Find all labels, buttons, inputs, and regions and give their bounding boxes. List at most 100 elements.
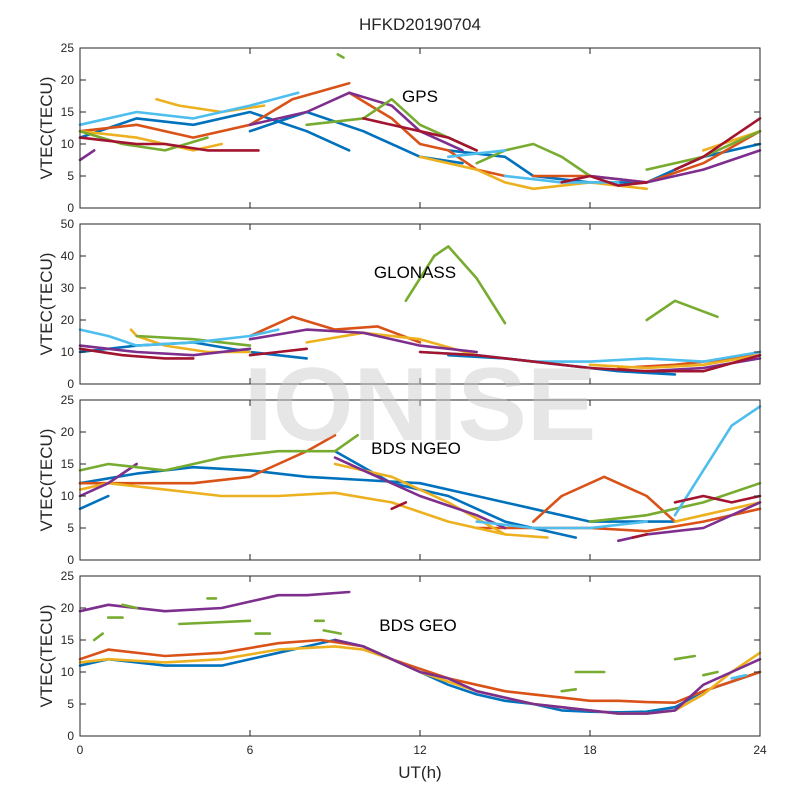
y-tick-label-bds-ngeo-25: 25	[61, 393, 75, 407]
series-line-gps-16	[475, 142, 592, 178]
series-line-glonass-9	[248, 328, 479, 354]
series-line-glonass-6	[305, 331, 479, 357]
series-line-bds-geo-4	[78, 590, 351, 613]
series-line-bds-ngeo-15	[673, 405, 762, 517]
y-tick-label-bds-geo-25: 25	[61, 569, 75, 583]
series-line-glonass-8	[78, 344, 252, 357]
y-tick-label-bds-ngeo-10: 10	[61, 489, 75, 503]
y-axis-label-glonass: VTEC(TECU)	[37, 253, 56, 356]
series-line-glonass-18	[418, 350, 762, 373]
series-line-gps-23	[361, 117, 479, 152]
series-line-gps-20	[446, 149, 507, 159]
series-line-bds-ngeo-13	[78, 433, 360, 472]
x-tick-label-24: 24	[753, 743, 767, 757]
y-tick-label-gps-5: 5	[67, 169, 74, 183]
series-line-gps-14	[78, 129, 209, 152]
series-line-gps-22	[78, 136, 260, 152]
series-line-bds-ngeo-11	[333, 456, 507, 530]
series-line-gps-4	[78, 81, 351, 139]
series-line-bds-ngeo-7	[78, 481, 549, 539]
series-line-gps-1	[78, 110, 351, 152]
series-line-bds-geo-16	[673, 654, 697, 661]
y-tick-label-bds-ngeo-5: 5	[67, 521, 74, 535]
series-line-bds-geo-17	[701, 670, 719, 677]
series-line-bds-ngeo-1	[78, 494, 110, 511]
series-line-glonass-11	[404, 245, 507, 325]
y-tick-label-bds-ngeo-0: 0	[67, 553, 74, 567]
series-line-gps-21	[503, 174, 620, 184]
series-line-bds-geo-2	[78, 638, 762, 705]
series-line-gps-25	[673, 117, 762, 171]
series-line-bds-ngeo-9	[673, 501, 762, 523]
plot-area-bds-geo	[80, 576, 760, 736]
series-line-bds-ngeo-19	[631, 533, 649, 539]
y-tick-label-glonass-50: 50	[61, 217, 75, 231]
y-axis-label-bds-ngeo: VTEC(TECU)	[37, 429, 56, 532]
plot-area-gps	[80, 48, 760, 208]
x-tick-label-18: 18	[583, 743, 597, 757]
panel-bds-geo: 0 5 10 15 20 25 0 6 12 18 24 VTEC(TECU) BDS GEO	[37, 569, 767, 757]
y-tick-label-bds-ngeo-15: 15	[61, 457, 75, 471]
series-line-bds-geo-13	[322, 629, 343, 635]
x-axis-label: UT(h)	[398, 763, 441, 782]
series-line-bds-geo-5	[333, 638, 762, 715]
y-tick-label-gps-20: 20	[61, 73, 75, 87]
series-line-gps-12	[248, 91, 464, 152]
series-line-glonass-16	[78, 347, 195, 360]
y-axis-label-gps: VTEC(TECU)	[37, 77, 56, 180]
y-tick-label-gps-25: 25	[61, 41, 75, 55]
y-tick-label-bds-geo-15: 15	[61, 633, 75, 647]
y-tick-label-glonass-10: 10	[61, 345, 75, 359]
series-line-gps-13	[588, 149, 762, 184]
y-tick-label-gps-15: 15	[61, 105, 75, 119]
series-line-glonass-12	[645, 299, 719, 322]
panel-title-gps: GPS	[402, 87, 438, 106]
series-line-bds-geo-6	[92, 632, 104, 642]
panel-title-glonass: GLONASS	[374, 263, 456, 282]
figure-title: HFKD20190704	[359, 15, 481, 34]
y-tick-label-glonass-20: 20	[61, 313, 75, 327]
y-tick-label-glonass-0: 0	[67, 377, 74, 391]
y-tick-label-gps-0: 0	[67, 201, 74, 215]
series-line-bds-geo-9	[177, 619, 252, 626]
panel-bds-ngeo: 0 5 10 15 20 25 VTEC(TECU) BDS NGEO	[37, 393, 762, 567]
series-group-bds-ngeo	[78, 405, 762, 543]
series-line-glonass-7	[588, 353, 762, 370]
series-line-bds-ngeo-5	[531, 475, 677, 523]
series-line-bds-ngeo-16	[475, 520, 649, 530]
y-tick-label-bds-geo-20: 20	[61, 601, 75, 615]
x-tick-label-12: 12	[413, 743, 427, 757]
y-tick-label-bds-ngeo-20: 20	[61, 425, 75, 439]
watermark: IONISE	[244, 347, 597, 463]
series-line-gps-18	[336, 53, 345, 59]
series-line-glonass-3	[248, 315, 422, 344]
series-line-bds-ngeo-14	[588, 481, 762, 523]
panel-glonass: 0 10 20 30 40 50 VTEC(TECU) GLONASS	[37, 217, 762, 391]
panel-title-bds-ngeo: BDS NGEO	[371, 439, 461, 458]
y-axis-label-bds-geo: VTEC(TECU)	[37, 605, 56, 708]
y-tick-label-glonass-40: 40	[61, 249, 75, 263]
series-line-gps-8	[155, 97, 266, 114]
series-line-gps-19	[78, 91, 300, 127]
y-tick-label-bds-geo-10: 10	[61, 665, 75, 679]
x-tick-label-6: 6	[247, 743, 254, 757]
series-line-bds-ngeo-10	[78, 462, 138, 498]
series-line-bds-geo-18	[730, 673, 748, 680]
series-group-gps	[78, 53, 762, 191]
panel-title-bds-geo: BDS GEO	[379, 616, 456, 635]
series-line-glonass-17	[248, 347, 309, 357]
series-line-glonass-14	[78, 328, 280, 347]
series-line-bds-geo-1	[78, 638, 762, 714]
series-group-glonass	[78, 245, 762, 376]
y-tick-label-bds-geo-0: 0	[67, 729, 74, 743]
series-line-bds-ngeo-17	[390, 501, 408, 511]
series-line-gps-11	[78, 149, 96, 162]
panel-gps: 0 5 10 15 20 25 VTEC(TECU) GPS	[37, 41, 762, 215]
series-line-bds-ngeo-18	[673, 494, 762, 504]
series-line-gps-24	[560, 174, 649, 187]
x-tick-label-0: 0	[77, 743, 84, 757]
series-line-bds-geo-8	[121, 603, 138, 610]
y-tick-label-bds-geo-5: 5	[67, 697, 74, 711]
series-line-bds-geo-14	[560, 687, 578, 693]
